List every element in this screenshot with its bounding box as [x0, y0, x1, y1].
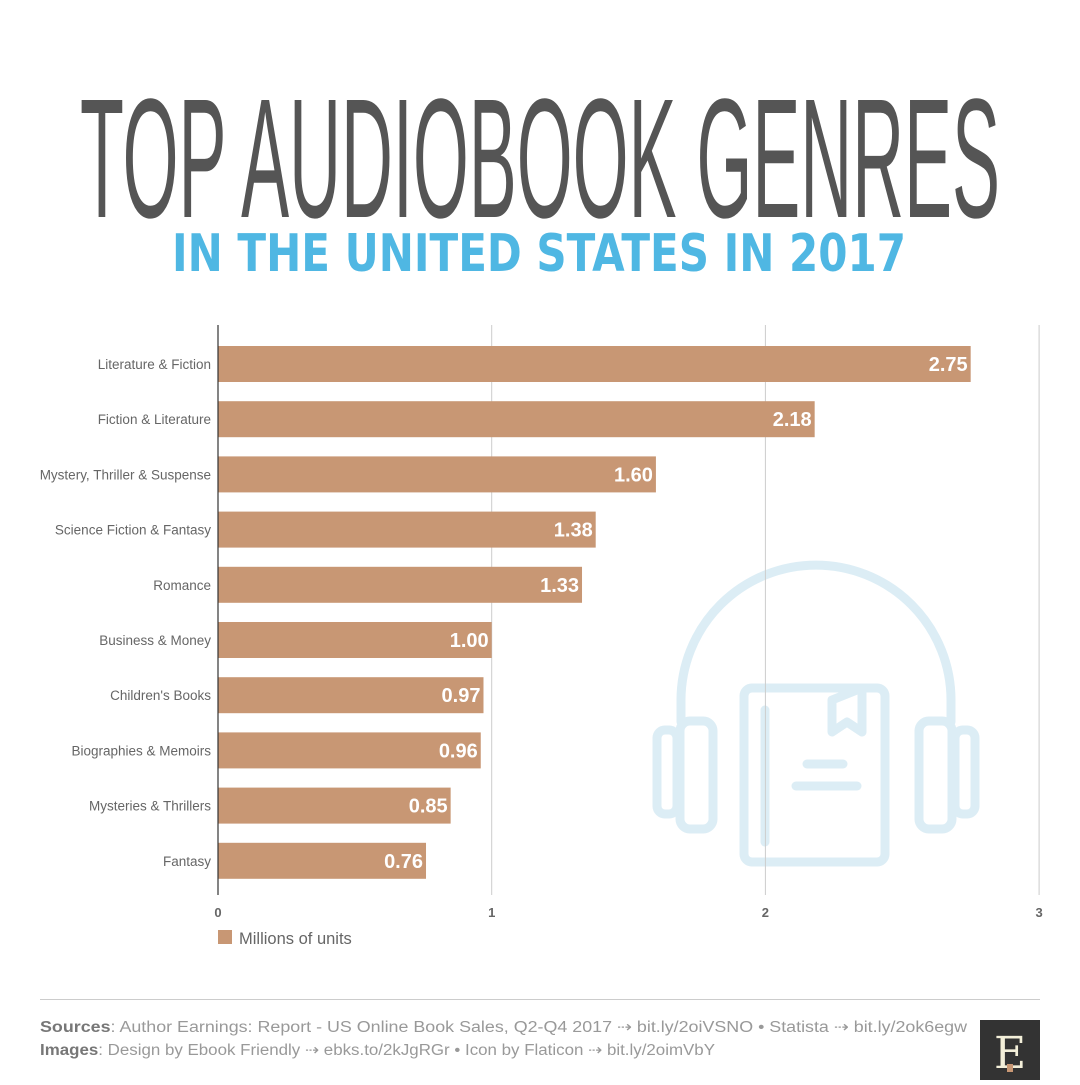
- bar: [218, 732, 481, 769]
- bar: [218, 677, 484, 714]
- category-label: Business & Money: [99, 633, 211, 648]
- bar-value-label: 0.85: [409, 796, 448, 818]
- bar-value-label: 0.76: [384, 851, 423, 873]
- header: TOP AUDIOBOOK GENRES IN THE UNITED STATE…: [80, 64, 1000, 284]
- bar-value-label: 1.00: [450, 630, 489, 652]
- footer-sources: Sources: Author Earnings: Report - US On…: [40, 1019, 968, 1036]
- bar-value-label: 0.96: [439, 740, 478, 762]
- page-title: TOP AUDIOBOOK GENRES: [80, 64, 1000, 254]
- legend-label: Millions of units: [239, 930, 352, 948]
- x-tick-label: 3: [1035, 905, 1042, 920]
- bar-value-label: 1.33: [540, 575, 579, 597]
- category-label: Romance: [153, 578, 211, 593]
- footer-divider: [40, 999, 1040, 1000]
- category-label: Mysteries & Thrillers: [89, 799, 211, 814]
- category-label: Biographies & Memoirs: [71, 743, 211, 758]
- bar-chart: Literature & Fiction 2.75 Fiction & Litera…: [40, 325, 1043, 948]
- bar: [218, 456, 656, 493]
- bar-value-label: 0.97: [442, 685, 481, 707]
- ebook-friendly-logo: E: [980, 1020, 1040, 1080]
- bar: [218, 346, 971, 382]
- x-tick-label: 2: [762, 905, 769, 920]
- bar-value-label: 2.75: [929, 354, 968, 376]
- category-label: Fantasy: [163, 854, 211, 869]
- bar: [218, 511, 596, 548]
- legend-swatch: [218, 930, 232, 944]
- category-label: Children's Books: [110, 688, 211, 703]
- bar: [218, 622, 492, 658]
- category-label: Fiction & Literature: [98, 412, 211, 427]
- footer: Sources: Author Earnings: Report - US On…: [40, 1019, 968, 1059]
- bar: [218, 401, 815, 438]
- bar-value-label: 1.60: [614, 464, 653, 486]
- bar-value-label: 2.18: [773, 409, 812, 431]
- category-label: Science Fiction & Fantasy: [55, 523, 211, 538]
- headphones-book-icon: [652, 560, 980, 867]
- x-tick-label: 1: [488, 905, 495, 920]
- bar: [218, 842, 427, 879]
- page-subtitle: IN THE UNITED STATES IN 2017: [172, 224, 906, 284]
- x-tick-label: 0: [214, 905, 221, 920]
- footer-images: Images: Design by Ebook Friendly ⇢ ebks.…: [40, 1042, 715, 1059]
- bar-value-label: 1.38: [554, 520, 593, 542]
- bar: [218, 566, 583, 603]
- bar: [218, 787, 451, 824]
- category-label: Mystery, Thriller & Suspense: [40, 467, 211, 482]
- category-label: Literature & Fiction: [98, 357, 211, 372]
